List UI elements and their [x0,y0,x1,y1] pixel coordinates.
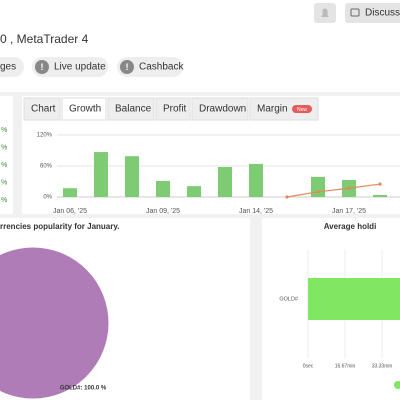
tab[interactable] [155,97,191,121]
x-tick-label: Jan 14, '25 [239,208,273,215]
chip-icon [35,60,49,74]
tab[interactable] [23,97,61,121]
chip-label: ges [0,62,16,73]
tab-label: Chart [31,104,56,115]
chip[interactable] [32,57,108,77]
chip[interactable] [117,57,183,77]
stat-value: % [1,197,7,204]
growth-line [286,183,381,198]
x-tick-label: Jan 06, '25 [53,208,87,215]
bell-icon [321,8,329,17]
bar [373,194,387,197]
tab[interactable] [249,97,319,121]
bar [125,156,139,197]
tab[interactable] [61,97,107,121]
y-tick-label: GOLD# [279,296,299,302]
tab[interactable] [107,97,155,121]
tab-label: Balance [115,104,152,115]
stat-value: % [1,144,7,151]
discuss-icon [350,8,360,17]
line-point [316,190,320,194]
stats-panel [0,96,13,214]
line-point [347,186,351,190]
stat-value: % [1,162,7,169]
tab-label: Profit [163,104,187,115]
x-tick-label: 0sec [303,363,314,369]
chip-icon [120,60,134,74]
pie-label: GOLD#: 100.0 % [60,386,107,392]
discuss-label: Discuss [365,8,400,19]
discuss-button[interactable] [345,3,400,23]
bar [94,152,108,197]
stat-value: % [1,179,7,186]
tab[interactable] [191,97,249,121]
bar [311,176,325,197]
holding-title: Average holdi [324,222,377,231]
account-title: 0 , MetaTrader 4 [0,32,89,46]
bar [218,167,232,197]
x-tick-label: 33.33min [372,363,393,369]
bar [187,186,201,197]
chip-label: Cashback [139,62,184,73]
bar [63,188,77,197]
chip-icon-glyph: ! [126,62,129,72]
y-tick-label: 60% [40,164,53,170]
chip-label: Live update [54,62,106,73]
pie-slice [0,246,110,400]
bar [249,163,263,197]
tab-badge [292,105,312,113]
bar [156,180,170,197]
line-point [378,182,382,186]
tab-label: Margin [257,104,288,115]
stat-value: % [1,127,7,134]
pie-title: rrencies popularity for January. [0,222,119,231]
tab-bar: Chart Growth Balance Profit Drawdown Margin Ne… [23,97,319,121]
tab-badge-label: New [297,107,307,113]
bar [308,278,400,320]
chip-icon-glyph: ! [41,62,44,72]
line-point [285,195,289,199]
legend-dot [394,381,400,389]
tab-label: Drawdown [199,104,246,115]
chip[interactable] [0,57,24,77]
x-tick-label: Jan 17, '25 [332,208,366,215]
tab-label: Growth [69,104,101,115]
x-tick-label: 16.67min [335,363,356,369]
y-tick-label: 120% [37,133,53,139]
x-tick-label: Jan 09, '25 [146,208,180,215]
y-tick-label: 0% [43,195,52,201]
